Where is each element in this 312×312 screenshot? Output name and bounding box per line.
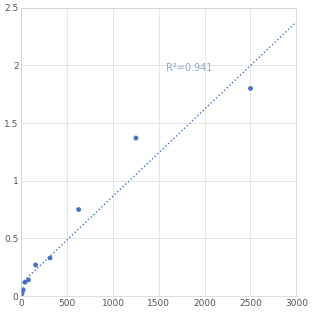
Point (33, 262, 38, 267)
Point (76, 207, 81, 212)
Point (19, 293, 24, 298)
Point (22, 280, 27, 285)
Point (47, 256, 52, 261)
Point (248, 86, 253, 91)
Point (21, 287, 26, 292)
Point (134, 135, 139, 140)
Text: R²=0.941: R²=0.941 (166, 63, 212, 73)
Point (20, 290, 25, 295)
Point (26, 277, 31, 282)
